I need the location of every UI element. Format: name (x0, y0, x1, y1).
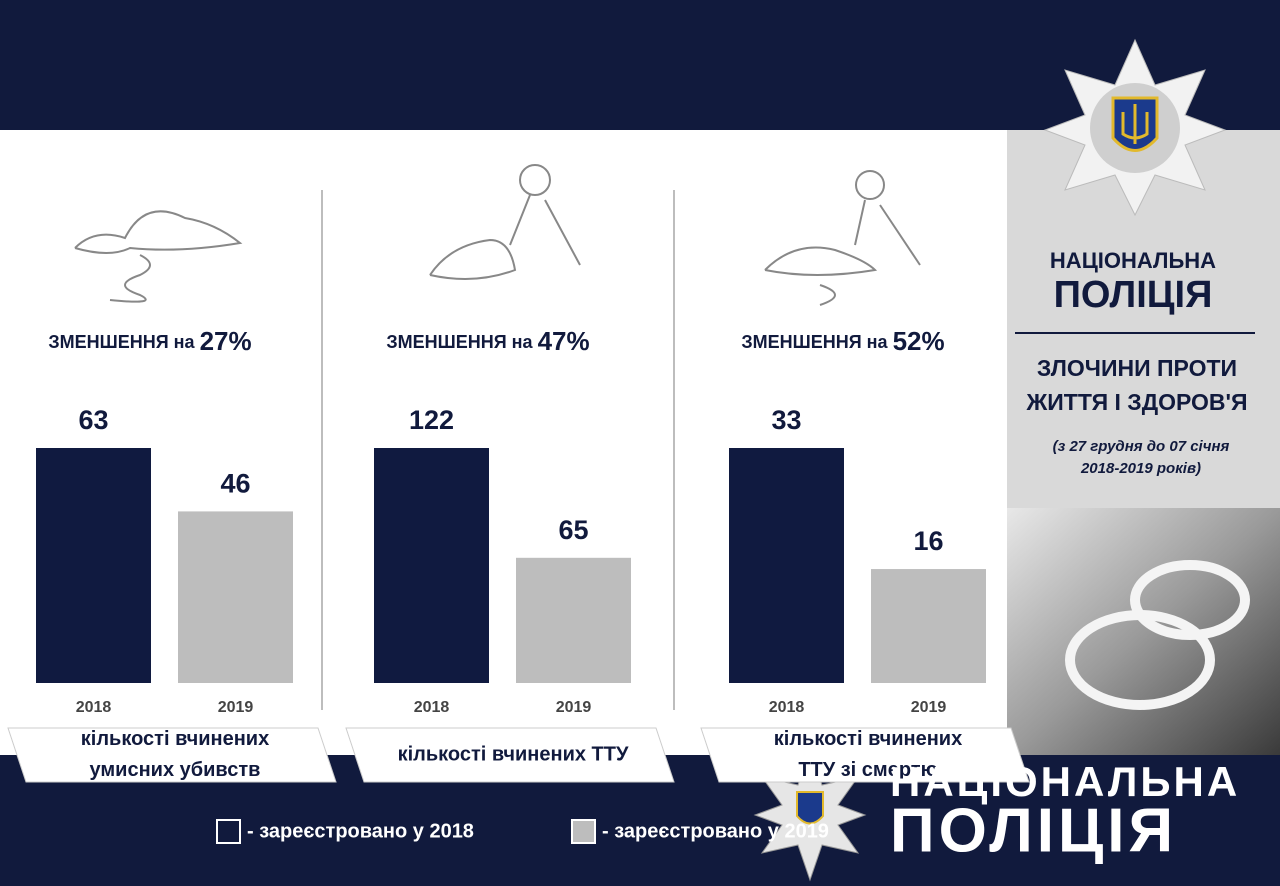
bar (516, 557, 631, 683)
chart-title: ЗМЕНШЕННЯ на 27% (48, 326, 251, 356)
x-tick-label: 2019 (556, 699, 592, 716)
caption-box (7, 727, 337, 783)
period: (з 27 грудня до 07 січня (1053, 438, 1230, 455)
title-text: ЗМЕНШЕННЯ на (48, 332, 195, 352)
caption: кількості вчинених (774, 728, 962, 750)
caption-box (700, 727, 1030, 783)
footer-brand-top: НАЦІОНАЛЬНА (890, 758, 1240, 805)
legend-label: - зареєстровано у 2019 (602, 820, 829, 842)
top-band (0, 0, 1280, 130)
chart-title: ЗМЕНШЕННЯ на 47% (386, 326, 589, 356)
change: 47% (538, 326, 590, 356)
icons (74, 164, 921, 306)
bar (729, 448, 844, 683)
bar (871, 569, 986, 683)
handcuffs-sketch (1065, 560, 1250, 710)
legend-label: - зареєстровано у 2018 (247, 820, 474, 842)
brand-bottom: ПОЛІЦІЯ (1054, 274, 1213, 316)
x-tick-label: 2018 (769, 699, 805, 716)
title-text: ЗМЕНШЕННЯ на (741, 332, 888, 352)
title-text: ЗМЕНШЕННЯ на (386, 332, 533, 352)
x-tick-label: 2019 (911, 699, 947, 716)
value-label: 16 (913, 526, 943, 556)
x-tick-label: 2019 (218, 699, 254, 716)
value-label: 33 (771, 405, 801, 435)
change: 52% (893, 326, 945, 356)
caption-box (345, 727, 675, 783)
legend-swatch (216, 819, 241, 844)
period: 2018-2019 років) (1080, 460, 1201, 477)
caption: кількості вчинених (81, 728, 269, 750)
bar (374, 448, 489, 683)
value-label: 46 (220, 469, 250, 499)
value-label: 63 (78, 405, 108, 435)
chart-title: ЗМЕНШЕННЯ на 52% (741, 326, 944, 356)
handcuffs-photo (1007, 508, 1280, 755)
x-tick-label: 2018 (414, 699, 450, 716)
bar (36, 448, 151, 683)
caption: кількості вчинених ТТУ (398, 743, 629, 765)
brand-top: НАЦІОНАЛЬНА (1050, 248, 1216, 273)
legend-swatch (571, 819, 596, 844)
x-tick-label: 2018 (76, 699, 112, 716)
topic: ЖИТТЯ І ЗДОРОВ'Я (1025, 389, 1247, 415)
bar (178, 511, 293, 683)
footer-brand-bottom: ПОЛІЦІЯ (890, 796, 1177, 865)
topic: ЗЛОЧИНИ ПРОТИ (1037, 355, 1237, 381)
value-label: 65 (558, 515, 588, 545)
caption: умисних убивств (90, 759, 261, 781)
change: 27% (200, 326, 252, 356)
value-label: 122 (409, 405, 454, 435)
police-badge (1043, 38, 1227, 217)
caption: ТТУ зі смертю (798, 759, 937, 781)
